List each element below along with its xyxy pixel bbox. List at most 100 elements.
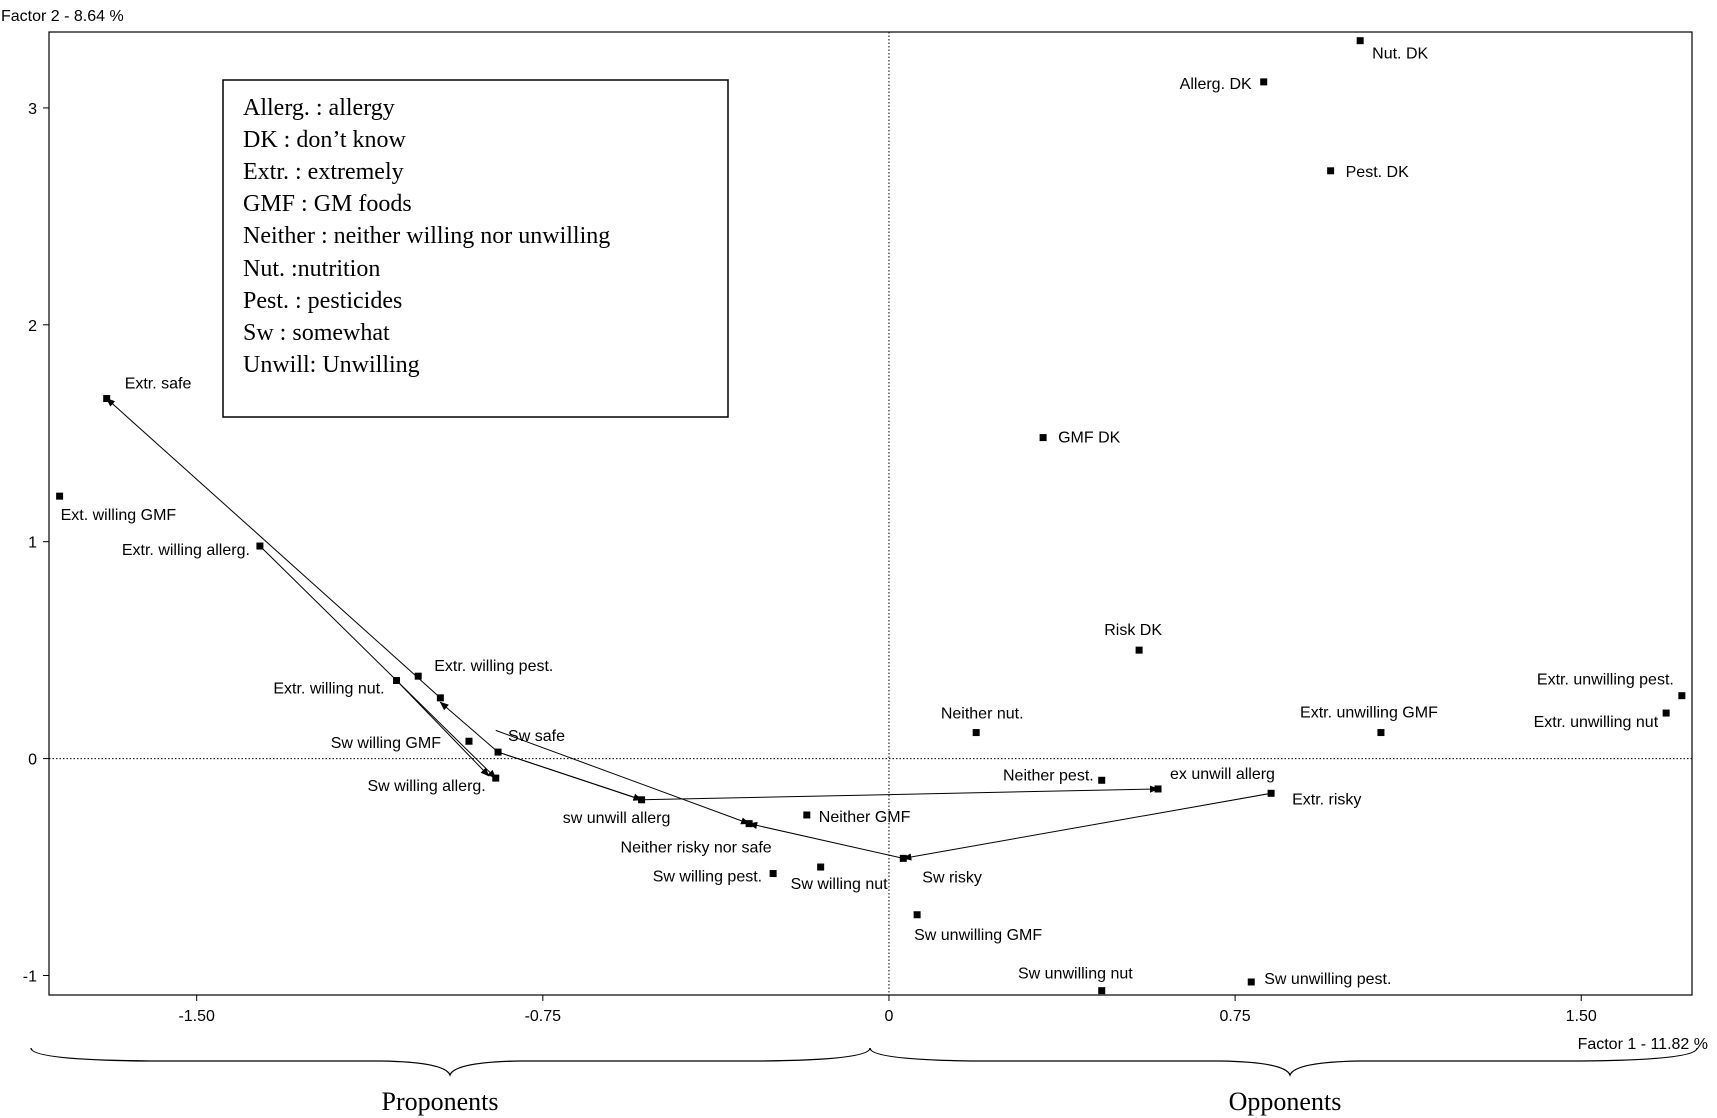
legend: Allerg. : allergy DK : don’t know Extr. … [222,79,729,418]
data-point [1039,434,1047,442]
data-point [972,729,980,737]
point-label: Ext. willing GMF [61,507,177,524]
point-label: sw unwill allerg [563,810,671,827]
y-tick-label: 2 [28,318,37,335]
data-point [393,677,401,685]
point-label: Extr. unwilling GMF [1300,705,1438,722]
point-label: Sw unwilling GMF [914,927,1042,944]
data-point [1135,646,1143,654]
point-layer: Nut. DK Allerg. DK Pest. DK GMF DK Risk DK Ex… [56,37,1686,995]
x-tick-label: -0.75 [525,1008,562,1025]
opponents-label: Opponents [1229,1087,1342,1116]
data-point [56,492,64,500]
point-label: Sw willing nut [791,876,888,893]
point-label: GMF DK [1058,430,1121,447]
arrow [495,729,750,825]
data-point [1098,987,1106,995]
point-label: Neither GMF [819,809,911,826]
data-point [745,820,753,828]
x-tick-label: -1.50 [178,1008,215,1025]
arrow [902,792,1272,861]
x-tick-label: 1.50 [1566,1008,1597,1025]
y-tick-label: 0 [28,752,37,769]
x-tick-label: 0 [885,1008,894,1025]
data-point [1260,78,1268,86]
point-label: Sw risky [922,869,982,886]
point-label: Sw willing allerg. [367,778,485,795]
legend-box [222,79,729,418]
point-label: Sw willing GMF [331,735,441,752]
point-label: Neither risky nor safe [621,840,772,857]
proponents-label: Proponents [382,1087,499,1116]
point-label: Sw safe [508,728,565,745]
point-label: Extr. willing pest. [434,658,553,675]
arrow [497,751,643,801]
y-tick-label: 3 [28,101,37,118]
arrow [106,397,441,699]
plot-frame [48,31,1693,996]
data-point [1267,789,1275,797]
point-label: Allerg. DK [1180,76,1252,93]
data-point [803,811,811,819]
data-point [256,542,264,550]
data-point [1662,709,1670,717]
data-point [465,737,473,745]
data-point [1356,37,1364,45]
point-label: Extr. risky [1292,791,1361,808]
legend-line: Unwill: Unwilling [243,352,420,378]
arrow [439,701,499,753]
legend-line: Sw : somewhat [243,320,390,346]
legend-line: DK : don’t know [243,127,407,153]
point-label: Pest. DK [1346,164,1409,181]
data-point [1327,167,1335,175]
x-axis-title: Factor 1 - 11.82 % [1578,1036,1708,1053]
point-label: Extr. unwilling pest. [1537,672,1674,689]
data-point [1377,729,1385,737]
y-tick-label: 1 [28,535,37,552]
legend-line: Extr. : extremely [243,159,404,185]
data-point [1678,692,1686,700]
data-point [638,796,646,804]
point-label: ex unwill allerg [1170,766,1275,783]
data-point [492,774,500,782]
data-point [1154,785,1162,793]
point-label: Risk DK [1104,622,1162,639]
point-label: Sw willing pest. [653,869,762,886]
data-point [913,911,921,919]
arrow-layer [106,397,1272,861]
data-point [414,672,422,680]
point-label: Neither pest. [1003,767,1094,784]
point-label: Extr. unwilling nut [1534,714,1659,731]
point-label: Neither nut. [941,706,1024,723]
legend-line: GMF : GM foods [243,191,412,217]
proponents-brace [30,1047,871,1077]
point-label: Extr. safe [125,376,192,393]
arrow [396,680,490,777]
legend-line: Pest. : pesticides [243,288,402,314]
point-label: Sw unwilling nut [1018,966,1133,983]
data-point [899,854,907,862]
legend-line: Allerg. : allergy [243,95,395,121]
legend-line: Nut. :nutrition [243,256,380,282]
point-label: Extr. willing allerg. [122,542,250,559]
axis-ticks: -1.50 -0.75 0 0.75 1.50 0 1 2 3 -1 [23,101,1597,1025]
data-point [103,395,111,403]
data-point [436,694,444,702]
data-point [817,863,825,871]
zero-reference-lines [49,32,1692,995]
arrow [641,785,1159,801]
data-point [494,748,502,756]
data-point [1098,776,1106,784]
data-point [1247,978,1255,986]
arrow [259,545,497,779]
point-label: Extr. willing nut. [273,681,384,698]
legend-line: Neither : neither willing nor unwilling [243,223,610,249]
y-axis-title: Factor 2 - 8.64 % [1,8,124,25]
data-point [769,870,777,878]
y-tick-label: -1 [23,968,37,985]
x-tick-label: 0.75 [1220,1008,1251,1025]
opponents-brace [869,1047,1698,1077]
point-label: Nut. DK [1372,46,1428,63]
point-label: Sw unwilling pest. [1264,971,1391,988]
